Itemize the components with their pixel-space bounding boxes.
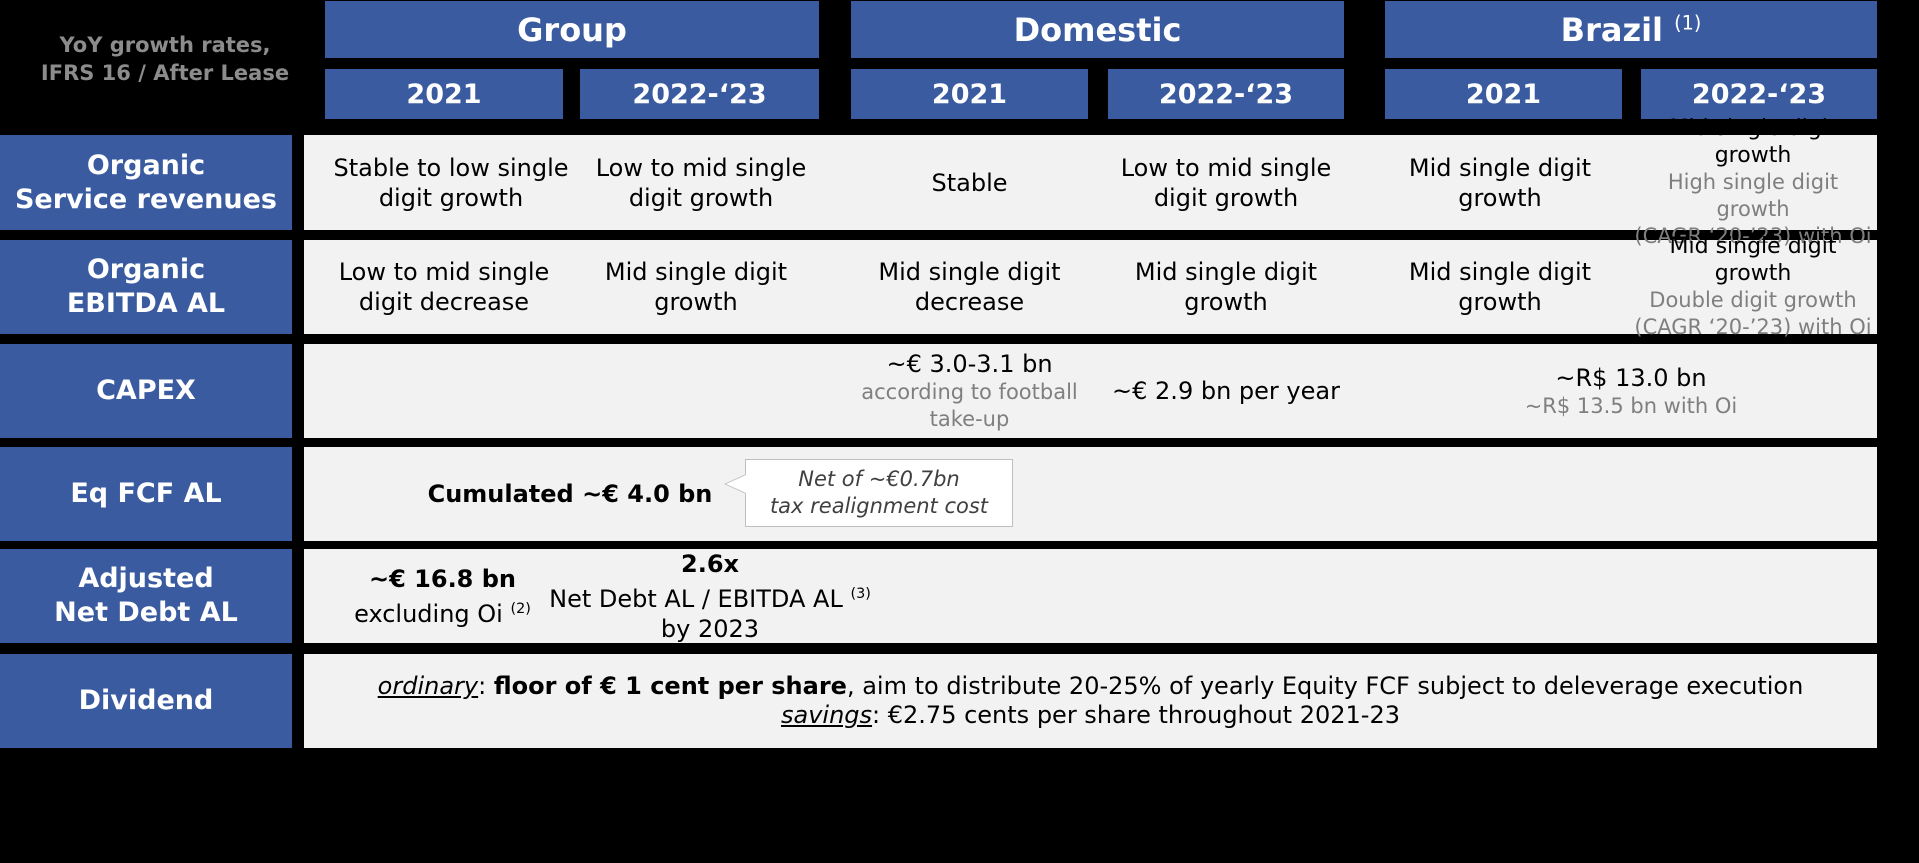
cell-netdebt-footnote: (2) bbox=[510, 600, 531, 617]
cell-capex-domestic-2021-note: according to football take-up bbox=[861, 380, 1078, 431]
cell-netdebt-value: ~€ 16.8 bn excluding Oi (2) bbox=[325, 549, 560, 643]
cell-ebitda-group-2021: Low to mid single digit decrease bbox=[338, 258, 550, 316]
cell-service-brazil-2022-23-oi: High single digit growth (CAGR ‘20-’23) … bbox=[1634, 170, 1872, 248]
cell-netdebt-ratio: 2.6x Net Debt AL / EBITDA AL (3) by 2023 bbox=[540, 549, 880, 643]
cell-service-brazil-2022-23: Mid single digit growth High single digi… bbox=[1630, 116, 1876, 248]
cell-capex-brazil: ~R$ 13.0 bn ~R$ 13.5 bn with Oi bbox=[1385, 344, 1877, 438]
row-bg-netdebt bbox=[304, 549, 1877, 643]
callout-pointer bbox=[724, 474, 746, 494]
dividend-ordinary-rest: , aim to distribute 20-25% of yearly Equ… bbox=[846, 672, 1804, 700]
cell-ebitda-brazil-2022-23-oi: Double digit growth (CAGR ‘20-’23) with … bbox=[1634, 288, 1872, 339]
dividend-savings-label: savings bbox=[781, 701, 873, 729]
row-label-net-debt: Adjusted Net Debt AL bbox=[0, 549, 292, 643]
cell-netdebt-ratio-value: 2.6x bbox=[681, 549, 739, 578]
header-group-label: Group bbox=[517, 10, 627, 49]
row-bg-service bbox=[304, 135, 1877, 230]
dividend-ordinary-line: ordinary: floor of € 1 cent per share, a… bbox=[377, 672, 1804, 700]
cell-capex-domestic-2021: ~€ 3.0-3.1 bn according to football take… bbox=[851, 344, 1088, 438]
header-brazil: Brazil (1) bbox=[1385, 1, 1877, 58]
row-label-ebitda: Organic EBITDA AL bbox=[0, 240, 292, 334]
row-bg-capex bbox=[304, 344, 1877, 438]
cell-service-brazil-2021: Mid single digit growth bbox=[1408, 153, 1592, 212]
header-domestic-label: Domestic bbox=[1013, 10, 1182, 49]
header-domestic: Domestic bbox=[851, 1, 1344, 58]
cell-service-group-2021: Stable to low single digit growth bbox=[333, 153, 569, 212]
dividend-savings-rest: : €2.75 cents per share throughout 2021-… bbox=[872, 701, 1400, 729]
cell-ebitda-group-2022-23: Mid single digit growth bbox=[604, 258, 788, 316]
cell-capex-brazil-oi: ~R$ 13.5 bn with Oi bbox=[1524, 393, 1738, 418]
cell-netdebt-amount: ~€ 16.8 bn bbox=[369, 564, 516, 593]
cell-ebitda-domestic-2021: Mid single digit decrease bbox=[878, 258, 1061, 316]
row-bg-fcf bbox=[304, 447, 1877, 541]
cell-netdebt-ratio-label: Net Debt AL / EBITDA AL bbox=[549, 584, 843, 613]
row-label-service-revenues: Organic Service revenues bbox=[0, 135, 292, 230]
cell-netdebt-excluding: excluding Oi bbox=[354, 599, 503, 628]
header-brazil-label: Brazil bbox=[1560, 10, 1663, 49]
cell-service-domestic-2022-23: Low to mid single digit growth bbox=[1120, 153, 1332, 212]
year-domestic-2022-23: 2022-‘23 bbox=[1108, 69, 1344, 119]
cell-ebitda-domestic-2022-23: Mid single digit growth bbox=[1134, 258, 1318, 316]
year-brazil-2022-23: 2022-‘23 bbox=[1641, 69, 1877, 119]
cell-dividend: ordinary: floor of € 1 cent per share, a… bbox=[304, 654, 1877, 748]
header-group: Group bbox=[325, 1, 819, 58]
cell-service-brazil-2022-23-main: Mid single digit growth bbox=[1669, 116, 1837, 168]
year-group-2021: 2021 bbox=[325, 69, 563, 119]
dividend-floor: floor of € 1 cent per share bbox=[493, 672, 847, 700]
cell-capex-domestic-2021-main: ~€ 3.0-3.1 bn bbox=[886, 350, 1053, 378]
fcf-callout: Net of ~€0.7bn tax realignment cost bbox=[724, 459, 1013, 527]
cell-capex-brazil-main: ~R$ 13.0 bn bbox=[1555, 363, 1707, 392]
header-brazil-footnote: (1) bbox=[1674, 10, 1702, 34]
dividend-ordinary-label: ordinary bbox=[377, 672, 479, 700]
cell-ebitda-brazil-2022-23-main: Mid single digit growth bbox=[1669, 234, 1837, 286]
cell-netdebt-ratio-footnote: (3) bbox=[850, 585, 871, 602]
cell-fcf-cumulated: Cumulated ~€ 4.0 bn bbox=[427, 480, 713, 508]
year-domestic-2021: 2021 bbox=[851, 69, 1088, 119]
row-label-dividend: Dividend bbox=[0, 654, 292, 748]
cell-ebitda-brazil-2022-23: Mid single digit growth Double digit gro… bbox=[1630, 234, 1876, 339]
year-brazil-2021: 2021 bbox=[1385, 69, 1622, 119]
corner-label: YoY growth rates, IFRS 16 / After Lease bbox=[40, 33, 290, 85]
year-group-2022-23: 2022-‘23 bbox=[580, 69, 819, 119]
cell-netdebt-ratio-year: by 2023 bbox=[660, 614, 760, 643]
row-bg-dividend bbox=[304, 654, 1877, 748]
cell-service-domestic-2021: Stable bbox=[931, 168, 1008, 197]
row-label-capex: CAPEX bbox=[0, 344, 292, 438]
cell-ebitda-brazil-2021: Mid single digit growth bbox=[1408, 258, 1592, 316]
dividend-savings-line: savings: €2.75 cents per share throughou… bbox=[781, 701, 1400, 730]
fcf-callout-text: Net of ~€0.7bn tax realignment cost bbox=[769, 467, 989, 518]
row-label-eq-fcf: Eq FCF AL bbox=[0, 447, 292, 541]
cell-service-group-2022-23: Low to mid single digit growth bbox=[595, 153, 807, 212]
row-bg-ebitda bbox=[304, 240, 1877, 334]
cell-capex-domestic-2022-23: ~€ 2.9 bn per year bbox=[1112, 377, 1340, 405]
